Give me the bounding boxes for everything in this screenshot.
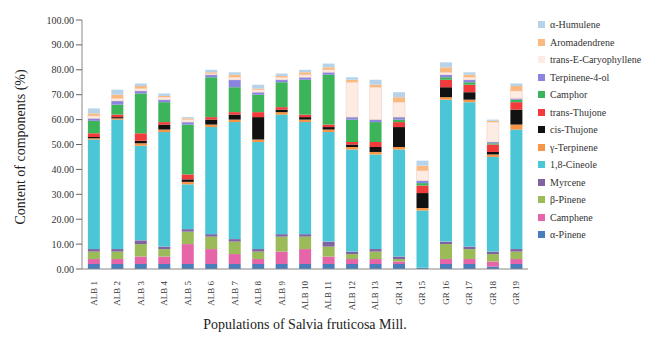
html-text:Terpinene-4-ol: Terpinene-4-ol: [550, 71, 610, 83]
svg-text:GR 19: GR 19: [511, 281, 521, 305]
svg-text:40.00: 40.00: [52, 164, 75, 175]
svg-text:ALB 8: ALB 8: [253, 281, 263, 306]
svg-text:ALB 10: ALB 10: [300, 281, 310, 311]
svg-text:Content of components (%): Content of components (%): [13, 69, 29, 224]
svg-text:ALB 3: ALB 3: [136, 281, 146, 306]
svg-text:ALB 9: ALB 9: [277, 281, 287, 306]
svg-text:ALB 4: ALB 4: [159, 281, 169, 306]
svg-text:Populations of Salvia fruticos: Populations of Salvia fruticosa Mill.: [203, 317, 406, 332]
html-text:1,8-Cineole: 1,8-Cineole: [550, 159, 597, 171]
svg-text:ALB 7: ALB 7: [230, 281, 240, 306]
svg-text:ALB 6: ALB 6: [206, 281, 216, 306]
svg-text:GR 14: GR 14: [394, 281, 404, 305]
svg-text:30.00: 30.00: [52, 189, 75, 200]
svg-text:GR 16: GR 16: [441, 281, 451, 305]
html-text:Camphor: Camphor: [550, 89, 588, 101]
svg-text:ALB 11: ALB 11: [323, 281, 333, 310]
svg-text:GR 15: GR 15: [417, 281, 427, 305]
svg-text:ALB 5: ALB 5: [183, 281, 193, 306]
html-text:cis-Thujone: cis-Thujone: [550, 124, 598, 136]
html-text:Myrcene: Myrcene: [550, 176, 586, 188]
html-text:trans-E-Caryophyllene: trans-E-Caryophyllene: [550, 54, 642, 66]
svg-text:60.00: 60.00: [52, 114, 75, 125]
html-text:γ-Terpinene: γ-Terpinene: [550, 141, 598, 153]
html-text:β-Pinene: β-Pinene: [550, 194, 586, 206]
svg-text:100.00: 100.00: [47, 15, 75, 26]
svg-text:90.00: 90.00: [52, 39, 75, 50]
html-text:α-Pinene: α-Pinene: [550, 229, 586, 241]
svg-text:ALB 1: ALB 1: [89, 281, 99, 306]
svg-text:50.00: 50.00: [52, 139, 75, 150]
svg-text:ALB 2: ALB 2: [112, 281, 122, 306]
svg-text:20.00: 20.00: [52, 214, 75, 225]
svg-text:ALB 13: ALB 13: [370, 281, 380, 311]
svg-text:0.00: 0.00: [57, 264, 75, 275]
html-text:Camphene: Camphene: [550, 211, 593, 223]
html-text:α-Humulene: α-Humulene: [550, 19, 601, 31]
svg-text:10.00: 10.00: [52, 239, 75, 250]
svg-text:ALB 12: ALB 12: [347, 281, 357, 310]
svg-text:70.00: 70.00: [52, 89, 75, 100]
svg-text:80.00: 80.00: [52, 64, 75, 75]
html-text:Aromadendrene: Aromadendrene: [550, 36, 615, 48]
html-text:trans-Thujone: trans-Thujone: [550, 106, 607, 118]
svg-text:GR 18: GR 18: [488, 281, 498, 305]
svg-text:GR 17: GR 17: [464, 281, 474, 305]
